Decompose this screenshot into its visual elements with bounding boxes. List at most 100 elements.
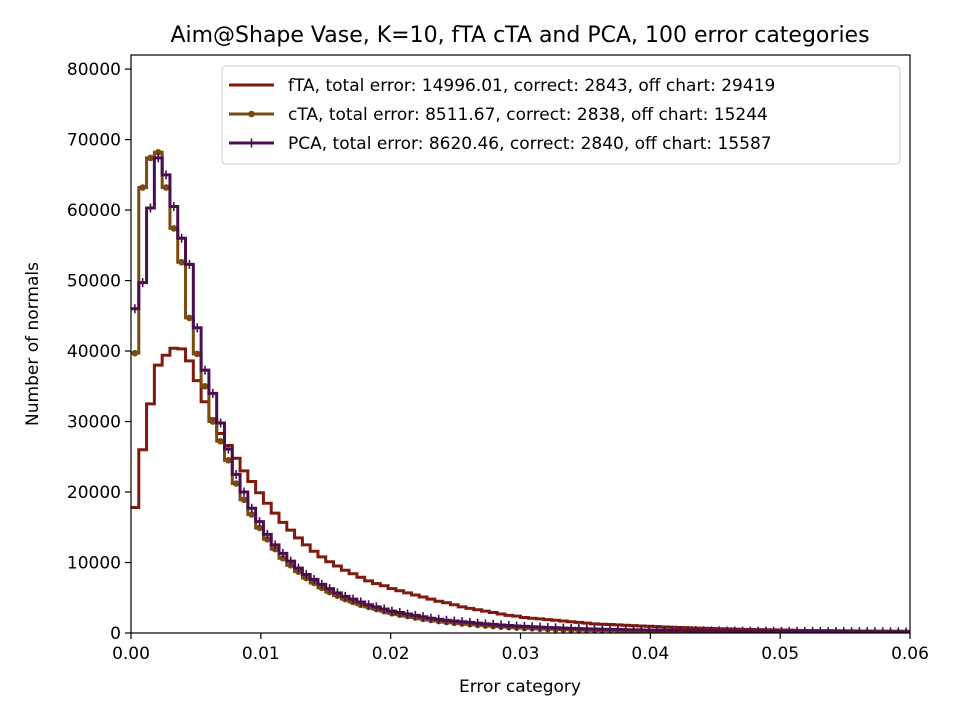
data-point xyxy=(201,382,209,390)
data-point xyxy=(878,627,888,633)
data-point xyxy=(761,626,771,633)
data-point xyxy=(839,627,849,633)
y-tick-label: 60000 xyxy=(67,201,121,221)
data-point xyxy=(131,349,139,357)
data-point xyxy=(597,624,607,633)
data-point xyxy=(527,622,537,632)
data-point xyxy=(870,627,880,633)
data-point xyxy=(496,620,506,630)
legend-label: cTA, total error: 8511.67, correct: 2838… xyxy=(288,105,768,125)
y-tick-label: 80000 xyxy=(67,60,121,80)
data-point xyxy=(558,623,568,633)
data-point xyxy=(660,625,670,633)
data-point xyxy=(153,153,163,163)
data-point xyxy=(738,626,748,633)
data-point xyxy=(170,225,178,232)
data-point xyxy=(519,621,529,631)
data-point xyxy=(504,620,514,630)
data-point xyxy=(138,278,148,288)
data-point xyxy=(582,624,592,633)
data-point xyxy=(387,606,397,616)
data-point xyxy=(340,591,350,601)
data-point xyxy=(854,627,864,633)
y-tick-label: 0 xyxy=(110,624,121,644)
data-point xyxy=(480,619,490,629)
data-point xyxy=(847,627,857,633)
data-point xyxy=(193,350,201,358)
data-point xyxy=(488,619,498,629)
legend-marker xyxy=(248,110,255,118)
data-point xyxy=(551,623,561,633)
data-point xyxy=(457,617,467,627)
data-point xyxy=(348,594,358,604)
data-point xyxy=(512,621,522,631)
x-tick-label: 0.04 xyxy=(631,644,669,664)
data-point xyxy=(186,314,193,322)
data-point xyxy=(730,626,740,633)
series-layer xyxy=(131,148,910,633)
data-point xyxy=(332,588,342,598)
data-point xyxy=(590,624,600,633)
data-point xyxy=(566,623,576,633)
x-tick-label: 0.02 xyxy=(372,644,410,664)
data-point xyxy=(231,469,241,479)
data-point xyxy=(279,554,287,562)
data-point xyxy=(893,627,903,633)
data-point xyxy=(395,608,405,618)
data-point xyxy=(147,154,154,162)
y-axis-label: Number of normals xyxy=(23,262,43,426)
data-point xyxy=(792,626,802,633)
data-point xyxy=(823,627,833,633)
x-tick-label: 0.00 xyxy=(112,644,150,664)
data-point xyxy=(270,540,280,550)
y-tick-label: 50000 xyxy=(67,272,121,292)
x-tick-label: 0.03 xyxy=(502,644,540,664)
data-point xyxy=(434,614,444,624)
data-point xyxy=(154,148,162,156)
data-point xyxy=(831,627,841,633)
data-point xyxy=(225,457,232,464)
data-point xyxy=(200,365,210,375)
data-point xyxy=(543,623,553,633)
data-point xyxy=(255,517,265,527)
data-point xyxy=(699,626,709,633)
legend-marker xyxy=(247,138,256,148)
data-point xyxy=(208,388,218,398)
data-point xyxy=(209,418,217,425)
legend-item: PCA, total error: 8620.46, correct: 2840… xyxy=(229,134,772,154)
data-point xyxy=(162,184,170,191)
data-point xyxy=(232,480,240,487)
data-point xyxy=(769,626,779,633)
data-point xyxy=(808,627,818,633)
data-point xyxy=(371,602,381,612)
data-point xyxy=(815,627,825,633)
data-point xyxy=(714,626,724,633)
legend-box xyxy=(221,65,901,165)
data-point xyxy=(644,625,654,633)
data-point xyxy=(535,622,545,632)
data-point xyxy=(426,613,436,623)
data-point xyxy=(379,604,389,614)
data-point xyxy=(178,258,185,266)
y-tick-label: 40000 xyxy=(67,342,121,362)
legend-label: fTA, total error: 14996.01, correct: 284… xyxy=(288,76,775,96)
data-point xyxy=(139,184,146,191)
data-point xyxy=(473,618,483,628)
data-point xyxy=(800,626,810,633)
y-tick-label: 70000 xyxy=(67,131,121,151)
data-point xyxy=(247,503,257,513)
data-point xyxy=(403,609,413,619)
data-point xyxy=(753,626,763,633)
data-point xyxy=(145,203,155,213)
data-point xyxy=(776,626,786,633)
chart-title: Aim@Shape Vase, K=10, fTA cTA and PCA, 1… xyxy=(170,23,869,48)
x-axis-label: Error category xyxy=(459,677,581,697)
y-tick-label: 20000 xyxy=(67,483,121,503)
data-point xyxy=(177,233,187,243)
data-point xyxy=(262,529,272,539)
y-tick-label: 30000 xyxy=(67,413,121,433)
data-point xyxy=(418,612,428,622)
y-tick-label: 10000 xyxy=(67,554,121,574)
legend-label: PCA, total error: 8620.46, correct: 2840… xyxy=(288,134,772,154)
